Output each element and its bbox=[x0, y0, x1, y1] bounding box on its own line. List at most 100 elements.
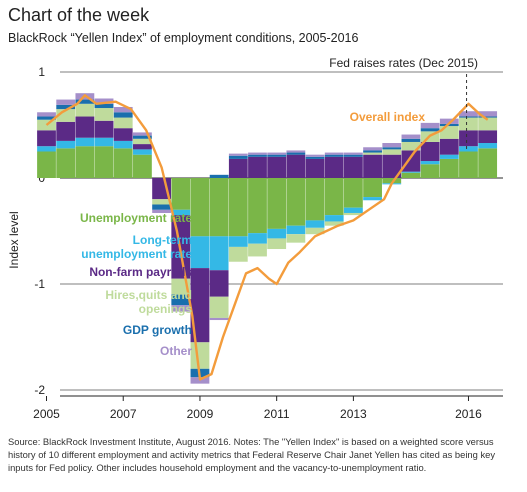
yellen-index-chart: 10-1-2 Index level2005200720092011201320… bbox=[7, 56, 503, 421]
bar-segment bbox=[478, 116, 498, 118]
bar-segment bbox=[171, 209, 191, 216]
legend-label: Non-farm payrolls bbox=[89, 265, 192, 279]
bar-segment bbox=[209, 317, 229, 321]
bar-segment bbox=[343, 207, 363, 213]
legend-label: GDP growth bbox=[123, 323, 192, 337]
bar-segment bbox=[171, 305, 191, 312]
bar-segment bbox=[363, 197, 382, 201]
bar-segment bbox=[113, 128, 133, 141]
bar-segment bbox=[228, 158, 248, 178]
bar-segment bbox=[228, 153, 248, 156]
bar-segment bbox=[286, 178, 306, 226]
bar-segment bbox=[248, 154, 267, 157]
legend-label: openings bbox=[139, 302, 193, 316]
bar-segment bbox=[401, 141, 421, 151]
bar-segment bbox=[190, 236, 210, 269]
bar-segment bbox=[56, 140, 76, 149]
bar-segment bbox=[113, 117, 133, 129]
overall-index-layer: Overall index bbox=[45, 94, 489, 381]
bar-segment bbox=[56, 104, 76, 110]
bar-segment bbox=[75, 146, 95, 178]
bar-segment bbox=[401, 171, 421, 173]
bar-segment bbox=[209, 270, 229, 297]
bar-segment bbox=[363, 152, 382, 155]
x-tick-label: 2011 bbox=[264, 407, 290, 421]
bar-segment bbox=[420, 141, 440, 162]
bar-segment bbox=[248, 156, 267, 178]
bar-segment bbox=[305, 220, 325, 228]
bar-segment bbox=[343, 152, 363, 155]
bar-segment bbox=[420, 164, 440, 178]
y-tick-label: -1 bbox=[34, 277, 45, 291]
bar-segment bbox=[113, 148, 133, 178]
bar-segment bbox=[439, 158, 459, 178]
bar-segment bbox=[75, 103, 95, 117]
bar-segment bbox=[459, 146, 478, 152]
y-tick-label: 1 bbox=[38, 65, 45, 79]
bar-segment bbox=[152, 204, 171, 210]
y-tick-label: -2 bbox=[34, 383, 45, 397]
bar-segment bbox=[37, 130, 56, 147]
bar-segment bbox=[459, 151, 478, 178]
bar-segment bbox=[94, 120, 114, 138]
bar-segment bbox=[401, 172, 421, 178]
bar-segment bbox=[305, 178, 325, 221]
bar-segment bbox=[248, 243, 267, 257]
bar-segment bbox=[248, 178, 267, 234]
x-tick-label: 2009 bbox=[187, 407, 214, 421]
bar-segment bbox=[439, 123, 459, 127]
bar-segment bbox=[286, 234, 306, 243]
bar-segment bbox=[363, 154, 382, 178]
bar-segment bbox=[113, 112, 133, 118]
bar-segment bbox=[382, 143, 402, 148]
bar-segment bbox=[439, 154, 459, 159]
x-tick-label: 2013 bbox=[340, 407, 367, 421]
bar-segment bbox=[113, 140, 133, 149]
bar-segment bbox=[267, 152, 287, 155]
bar-segment bbox=[171, 178, 191, 210]
bar-segment bbox=[324, 154, 344, 157]
annotation-label: Fed raises rates (Dec 2015) bbox=[329, 56, 478, 70]
bar-segment bbox=[459, 116, 478, 118]
bar-segment bbox=[478, 130, 498, 144]
bar-segment bbox=[94, 146, 114, 178]
bar-segment bbox=[478, 148, 498, 178]
bar-segment bbox=[459, 111, 478, 117]
bar-segment bbox=[267, 156, 287, 178]
bar-segment bbox=[382, 178, 402, 184]
bar-segment bbox=[75, 137, 95, 147]
bar-segment bbox=[37, 151, 56, 178]
bar-segment bbox=[305, 154, 325, 157]
bar-segment bbox=[133, 132, 152, 136]
bar-segment bbox=[305, 156, 325, 159]
bar-segment bbox=[363, 178, 382, 198]
bar-segment bbox=[248, 233, 267, 244]
bar-segment bbox=[439, 138, 459, 155]
bar-segment bbox=[133, 154, 152, 178]
bar-segment bbox=[190, 342, 210, 369]
bar-segment bbox=[228, 236, 248, 247]
bar-segment bbox=[228, 178, 248, 237]
bar-segment bbox=[75, 116, 95, 138]
bar-segment bbox=[439, 126, 459, 139]
bar-segment bbox=[324, 221, 344, 226]
bar-segment bbox=[56, 99, 76, 105]
chart-subtitle: BlackRock “Yellen Index” of employment c… bbox=[8, 31, 359, 45]
bar-segment bbox=[324, 156, 344, 178]
bar-segment bbox=[343, 212, 363, 216]
bar-segment bbox=[478, 117, 498, 131]
bar-segment bbox=[94, 98, 114, 104]
bar-segment bbox=[459, 130, 478, 147]
bar-segment bbox=[324, 178, 344, 216]
bar-segment bbox=[401, 150, 421, 172]
bar-segment bbox=[286, 225, 306, 235]
bar-segment bbox=[94, 137, 114, 147]
bar-segment bbox=[478, 143, 498, 149]
bar-segment bbox=[133, 135, 152, 139]
x-tick-label: 2007 bbox=[110, 407, 137, 421]
bar-segment bbox=[305, 227, 325, 235]
legend-label: Hires,quits and bbox=[105, 288, 192, 302]
bar-segment bbox=[190, 178, 210, 237]
bar-segment bbox=[363, 150, 382, 153]
bar-segment bbox=[152, 209, 171, 213]
